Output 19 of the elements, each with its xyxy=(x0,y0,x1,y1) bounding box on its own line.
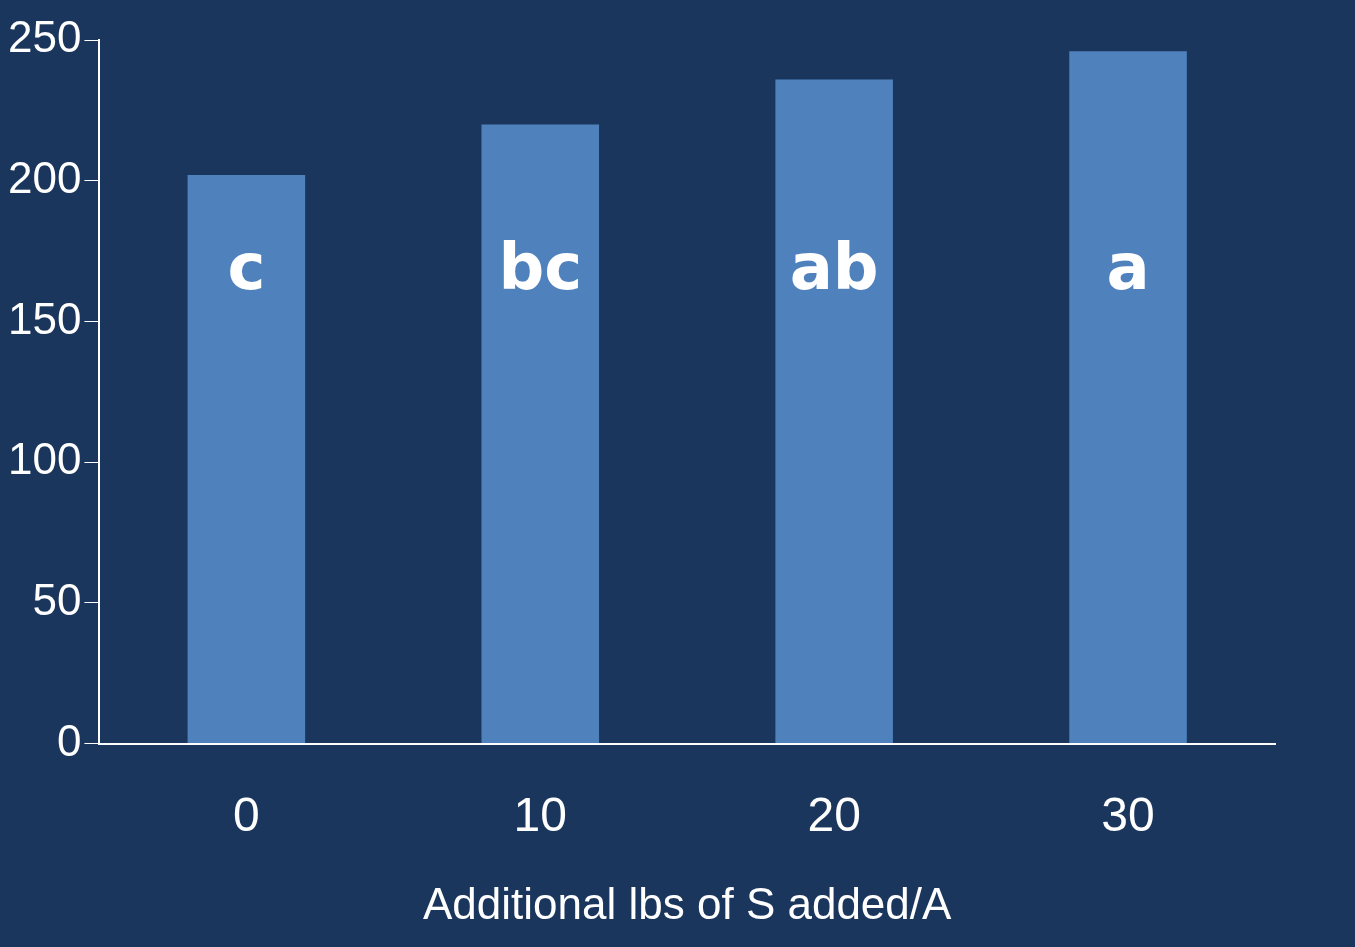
y-tick-label: 150 xyxy=(7,293,82,343)
x-tick-label: 0 xyxy=(233,787,260,841)
x-tick-label: 20 xyxy=(807,787,861,841)
bar xyxy=(187,175,306,744)
y-tick-label: 0 xyxy=(56,715,82,765)
x-tick-label: 30 xyxy=(1101,787,1155,841)
annotation: bc xyxy=(498,229,583,304)
x-axis-title: Additional lbs of S added/A xyxy=(423,878,953,928)
annotation: ab xyxy=(789,229,879,304)
x-tick-label: 10 xyxy=(513,787,567,841)
annotation: a xyxy=(1106,229,1150,304)
y-tick-label: 50 xyxy=(32,575,82,625)
y-tick-label: 250 xyxy=(7,12,82,62)
annotation: c xyxy=(227,229,266,304)
y-tick-label: 100 xyxy=(7,434,82,484)
bar xyxy=(1069,51,1187,744)
bar xyxy=(481,124,600,744)
bar xyxy=(775,79,893,744)
y-tick-label: 200 xyxy=(7,152,82,202)
